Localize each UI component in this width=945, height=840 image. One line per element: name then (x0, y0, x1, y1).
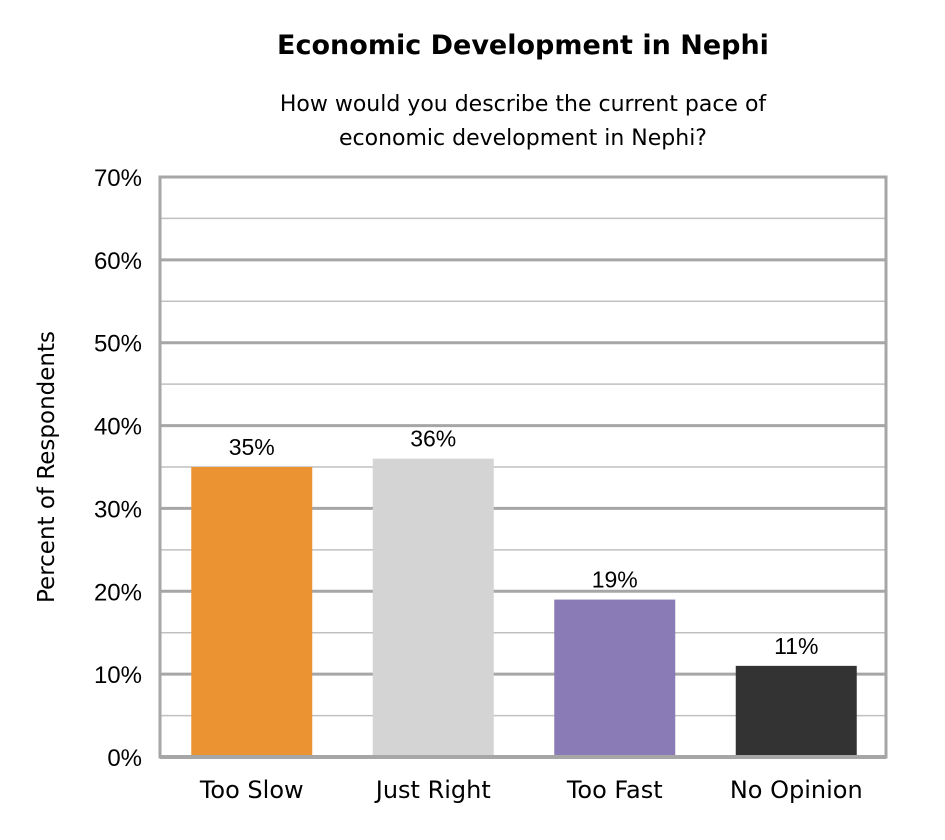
x-tick-label: Too Fast (566, 776, 663, 804)
bar-no-opinion (735, 665, 857, 757)
y-tick-label: 70% (94, 165, 142, 192)
x-tick-label: Just Right (374, 776, 491, 804)
subtitle-line-1: How would you describe the current pace … (279, 92, 767, 117)
chart-title: Economic Development in Nephi (277, 30, 769, 61)
x-tick-label: No Opinion (730, 776, 863, 804)
y-tick-label: 30% (94, 496, 142, 523)
data-label: 11% (774, 633, 818, 659)
data-label: 36% (410, 426, 456, 452)
y-tick-label: 0% (107, 745, 142, 772)
y-tick-label: 40% (94, 414, 142, 441)
x-tick-label: Too Slow (199, 776, 304, 804)
data-label: 19% (592, 567, 638, 593)
data-label: 35% (229, 434, 275, 460)
y-tick-label: 10% (94, 662, 142, 689)
bar-too-slow (191, 467, 313, 757)
y-tick-label: 20% (94, 579, 142, 606)
bar-too-fast (554, 599, 676, 757)
y-tick-label: 50% (94, 331, 142, 358)
y-tick-label: 60% (94, 248, 142, 275)
chart-subtitle: How would you describe the current pace … (160, 88, 886, 156)
subtitle-line-2: economic development in Nephi? (339, 126, 707, 151)
bar-just-right (372, 458, 494, 757)
